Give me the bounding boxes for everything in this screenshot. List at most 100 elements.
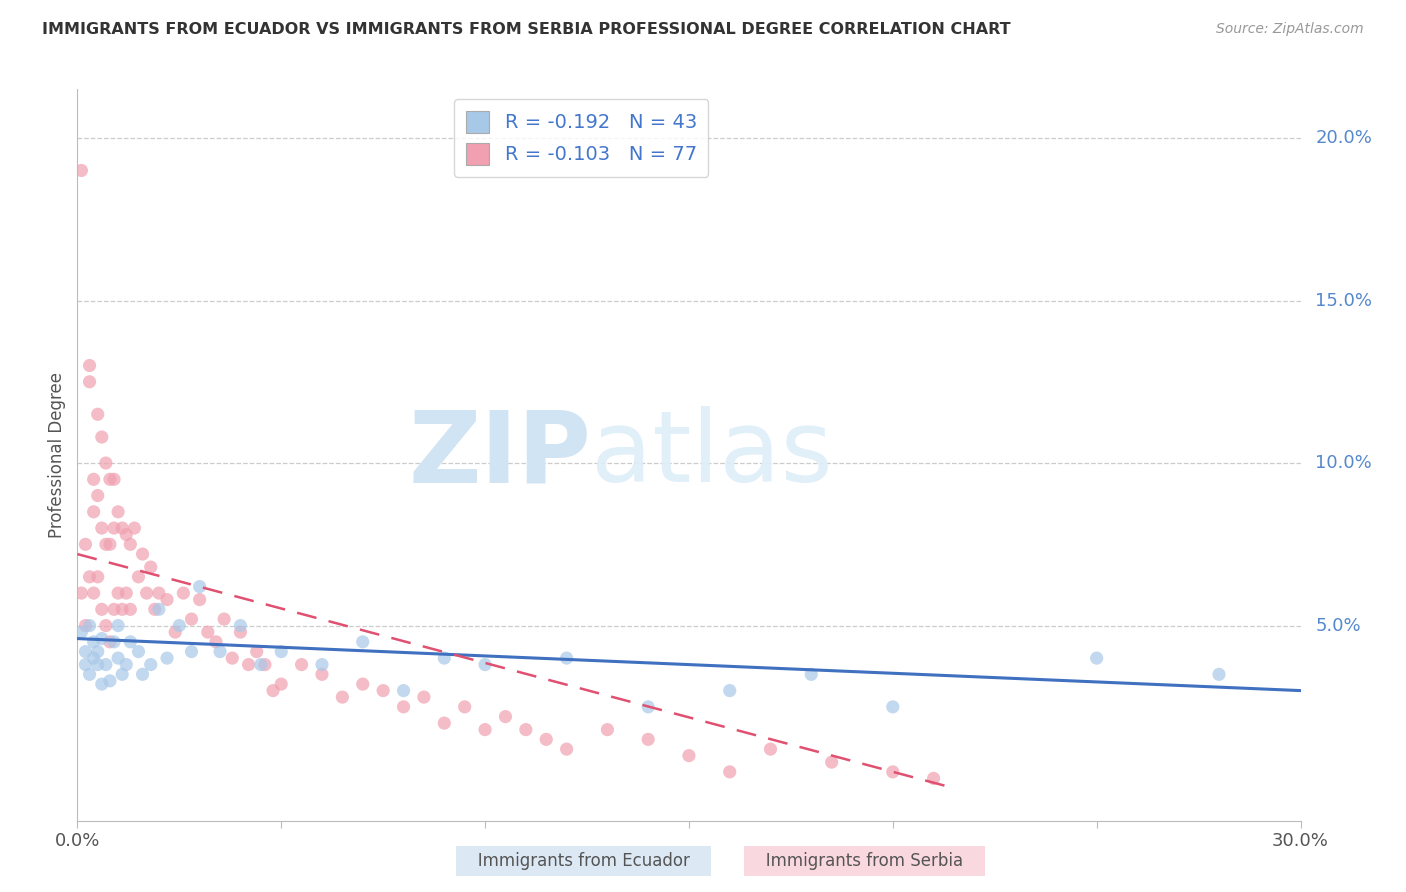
Y-axis label: Professional Degree: Professional Degree — [48, 372, 66, 538]
Point — [75, 657, 97, 672]
Point — [229, 625, 252, 640]
Point — [115, 586, 138, 600]
Point — [70, 625, 93, 640]
Point — [127, 644, 149, 658]
Point — [718, 764, 741, 779]
Point — [250, 657, 273, 672]
Point — [205, 635, 228, 649]
Point — [800, 667, 823, 681]
Point — [821, 755, 844, 769]
Point — [75, 537, 97, 551]
Point — [882, 764, 904, 779]
Point — [262, 683, 284, 698]
Point — [197, 625, 219, 640]
Point — [98, 472, 121, 486]
Point — [75, 644, 97, 658]
Text: ZIP: ZIP — [408, 407, 591, 503]
Point — [120, 635, 142, 649]
Point — [311, 657, 333, 672]
Point — [759, 742, 782, 756]
Point — [75, 618, 97, 632]
Point — [352, 677, 374, 691]
Legend: R = -0.192   N = 43, R = -0.103   N = 77: R = -0.192 N = 43, R = -0.103 N = 77 — [454, 99, 709, 177]
Point — [127, 570, 149, 584]
Text: 15.0%: 15.0% — [1315, 292, 1372, 310]
Text: Immigrants from Serbia: Immigrants from Serbia — [751, 852, 979, 870]
Point — [392, 683, 415, 698]
Point — [433, 651, 456, 665]
Point — [515, 723, 537, 737]
Point — [156, 592, 179, 607]
Point — [111, 602, 134, 616]
Text: IMMIGRANTS FROM ECUADOR VS IMMIGRANTS FROM SERBIA PROFESSIONAL DEGREE CORRELATIO: IMMIGRANTS FROM ECUADOR VS IMMIGRANTS FR… — [42, 22, 1011, 37]
Point — [596, 723, 619, 737]
Point — [83, 505, 105, 519]
Text: 10.0%: 10.0% — [1315, 454, 1372, 472]
Point — [555, 742, 578, 756]
Text: 20.0%: 20.0% — [1315, 129, 1372, 147]
Point — [103, 472, 125, 486]
Point — [70, 163, 93, 178]
Point — [311, 667, 333, 681]
Point — [94, 618, 117, 632]
Point — [90, 430, 112, 444]
Point — [392, 699, 415, 714]
Point — [94, 657, 117, 672]
Point — [332, 690, 354, 705]
Point — [188, 592, 211, 607]
Point — [139, 560, 162, 574]
Point — [221, 651, 243, 665]
Point — [94, 456, 117, 470]
Point — [352, 635, 374, 649]
Point — [135, 586, 157, 600]
Text: Immigrants from Ecuador: Immigrants from Ecuador — [461, 852, 706, 870]
Point — [169, 618, 191, 632]
Point — [87, 657, 110, 672]
Point — [413, 690, 436, 705]
Point — [148, 586, 170, 600]
Point — [87, 644, 110, 658]
Point — [79, 375, 101, 389]
Text: Source: ZipAtlas.com: Source: ZipAtlas.com — [1216, 22, 1364, 37]
Point — [87, 407, 110, 421]
Point — [534, 732, 557, 747]
Text: 5.0%: 5.0% — [1315, 616, 1361, 634]
Point — [165, 625, 187, 640]
Point — [148, 602, 170, 616]
Point — [107, 618, 129, 632]
Point — [371, 683, 394, 698]
Point — [115, 657, 138, 672]
Point — [120, 602, 142, 616]
Point — [453, 699, 475, 714]
Point — [180, 612, 202, 626]
Point — [94, 537, 117, 551]
Point — [180, 644, 202, 658]
Point — [922, 772, 945, 786]
Point — [882, 699, 904, 714]
Point — [107, 651, 129, 665]
Point — [90, 602, 112, 616]
Point — [474, 723, 496, 737]
Point — [103, 521, 125, 535]
Point — [98, 635, 121, 649]
Point — [79, 667, 101, 681]
Point — [1085, 651, 1108, 665]
Point — [637, 699, 659, 714]
Point — [120, 537, 142, 551]
Point — [474, 657, 496, 672]
Point — [90, 632, 112, 646]
Point — [131, 547, 153, 561]
Point — [188, 580, 211, 594]
Point — [79, 359, 101, 373]
Point — [156, 651, 179, 665]
Text: atlas: atlas — [591, 407, 832, 503]
Point — [98, 673, 121, 688]
Point — [87, 489, 110, 503]
Point — [83, 635, 105, 649]
Point — [718, 683, 741, 698]
Point — [115, 527, 138, 541]
Point — [87, 570, 110, 584]
Point — [637, 732, 659, 747]
Point — [212, 612, 235, 626]
Point — [238, 657, 260, 672]
